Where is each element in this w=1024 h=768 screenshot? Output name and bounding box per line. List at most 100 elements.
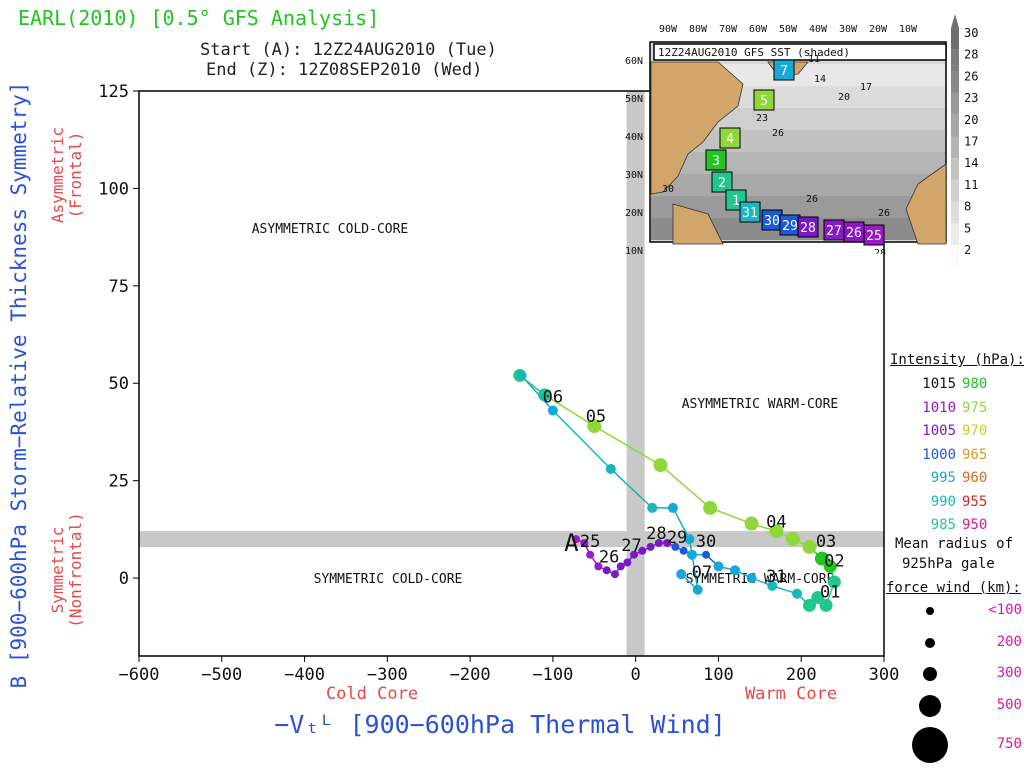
radius-legend-label: 500 [996,696,1022,713]
intensity-legend-left: 1005 [922,423,956,439]
map-lon-label: 90W [659,24,678,35]
track-point [572,535,581,544]
map-lon-label: 80W [689,24,708,35]
map-lat-label: 60N [625,56,643,67]
radius-legend-title-2: 925hPa gale [902,556,995,572]
map-track-box [863,224,885,246]
track-point [580,539,589,547]
axes-layer: −600 −500 −400 −300 −200 −100 0 100 200 300025507… [7,14,978,739]
track-point [803,598,816,612]
track-point [702,550,711,559]
map-scale-swatch [951,49,959,72]
radius-legend-dot [925,637,935,648]
track-segment [544,394,595,427]
map-track-box [705,149,727,171]
start-time: Start (A): 12Z24AUG2010 (Tue) [200,40,497,60]
map-lon-label: 30W [839,24,858,35]
track-point [638,546,647,555]
radius-legend-label: 750 [996,736,1022,752]
map-track-label: 29 [782,219,798,234]
track-point [811,591,825,605]
date-label: 05 [586,407,606,427]
map-sst-band [651,174,945,196]
map-scale-swatch [951,136,959,159]
track-later-point [667,502,678,513]
track-point [654,539,663,547]
date-label: 30 [696,532,716,552]
radius-legend-dot [926,607,934,615]
map-sst-band [651,152,945,174]
intensity-legend-right: 960 [962,470,988,486]
date-label: 04 [766,512,786,532]
x-sublabel-warm: Warm Core [745,684,837,704]
track-point [587,419,602,434]
map-title-box [653,43,947,61]
quadrant-sym-cold: SYMMETRIC COLD-CORE [314,572,463,587]
track-later-point [547,405,558,416]
radius-legend-title-1: Mean radius of [895,536,1014,552]
intensity-legend-right: 950 [962,517,988,533]
intensity-legend-left: 995 [930,470,956,486]
track-point [744,516,759,531]
track-point [703,500,718,515]
map-title: 12Z24AUG2010 GFS SST (shaded) [658,46,850,59]
map-lat-label: 40N [625,132,643,143]
track-point [713,561,724,572]
map-track-label: 7 [780,64,788,79]
x-tick-label: −500 [201,665,242,685]
map-scale-swatch [951,201,959,224]
map-track-label: 28 [800,221,816,236]
map-sst-label: 11 [808,54,820,65]
date-label: 29 [667,528,687,548]
track-point [785,532,800,547]
track-later-point [516,370,527,381]
end-time: End (Z): 12Z08SEP2010 (Wed) [206,60,483,80]
track-later-segment [672,507,691,540]
date-label: 03 [816,532,836,552]
track-later-segment [552,409,612,470]
intensity-legend-right: 975 [962,399,988,416]
track-point [646,542,655,551]
y-tick-label: 25 [109,472,129,492]
track-point [594,562,603,571]
radius-legend-dot [923,667,937,681]
intensity-legend-left: 1000 [922,446,956,463]
map-sst-label: 26 [806,194,818,205]
track-later-segment [520,374,554,412]
date-label: 31 [766,567,786,587]
date-label: 27 [621,536,641,556]
date-label: 26 [599,547,619,567]
track-point [616,562,625,571]
quadrant-asym-warm: ASYMMETRIC WARM-CORE [682,397,839,412]
map-track-box [739,201,761,223]
track-point [671,542,680,551]
map-scale-label: 14 [964,156,978,170]
track-later-point [692,584,703,595]
intensity-legend-right: 965 [962,446,988,463]
track-point [623,558,632,567]
radius-legend-dot [912,727,948,763]
map-lon-label: 50W [779,24,798,35]
track-point [802,539,817,554]
map-scale-swatch [951,179,959,202]
map-scale-swatch [951,71,959,94]
track-later-segment [688,538,699,590]
map-track-label: 5 [760,94,768,109]
map-scale-label: 20 [964,113,978,127]
map-track-label: 3 [712,154,720,169]
x-tick-label: −600 [119,665,160,685]
track-point [679,546,688,555]
x-sublabel-cold: Cold Core [326,684,418,704]
map-scale-label: 11 [964,178,978,192]
map-lon-label: 40W [809,24,828,35]
chart-title: EARL(2010) [0.5° GFS Analysis] [18,6,380,30]
map-scale-arrow [951,14,959,28]
track-later-point [676,569,687,580]
y-sublabel-asym: Asymmetric(Frontal) [48,127,85,223]
map-track-label: 4 [726,132,734,147]
track-point [792,588,803,599]
map-sst-label: 20 [838,92,850,103]
intensity-legend-right: 970 [962,423,988,439]
map-scale-swatch [951,28,959,50]
